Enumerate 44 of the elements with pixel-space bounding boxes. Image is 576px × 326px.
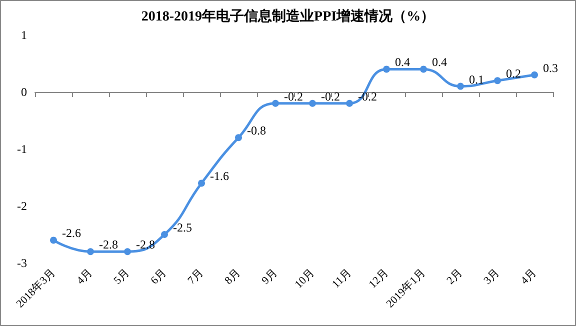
- y-tick-label: 0: [21, 85, 27, 99]
- point: [457, 82, 464, 90]
- point: [161, 231, 168, 238]
- y-tick-label: -1: [17, 142, 27, 156]
- point: [124, 248, 131, 256]
- data-label: -0.2: [284, 89, 303, 104]
- x-tick-label: 10月: [292, 266, 317, 291]
- data-label: 0.4: [395, 55, 410, 70]
- x-tick-label: 4月: [74, 266, 95, 287]
- y-tick-label: 1: [21, 28, 27, 42]
- x-tick-label: 7月: [186, 266, 206, 287]
- data-label: -1.6: [210, 169, 229, 184]
- data-label: -2.8: [99, 238, 118, 252]
- point: [420, 66, 427, 73]
- x-tick-label: 5月: [112, 266, 132, 287]
- x-tick-label: 4月: [518, 266, 539, 287]
- y-tick-label: -3: [17, 256, 27, 270]
- point: [87, 248, 94, 256]
- point: [309, 100, 316, 107]
- data-label: -2.5: [173, 220, 192, 234]
- data-label: -0.2: [321, 89, 340, 104]
- x-tick-label: 9月: [260, 266, 280, 287]
- chart-title: 2018-2019年电子信息制造业PPI增速情况（%）: [141, 8, 435, 24]
- data-label: 0.2: [506, 66, 521, 81]
- point: [346, 100, 353, 107]
- x-tick-label: 11月: [330, 266, 354, 290]
- data-label: 0.4: [432, 55, 447, 70]
- point: [494, 77, 501, 84]
- x-tick-label: 2月: [444, 266, 465, 287]
- data-label: -2.6: [62, 226, 81, 240]
- data-label: 0.3: [543, 60, 558, 75]
- point: [198, 180, 205, 187]
- x-tick-label: 6月: [148, 266, 169, 287]
- y-tick-label: -2: [17, 199, 27, 213]
- x-tick-label: 8月: [222, 266, 243, 287]
- point: [50, 236, 57, 244]
- point: [531, 71, 538, 78]
- point: [235, 134, 242, 142]
- data-label: 0.1: [469, 72, 484, 86]
- data-label: -0.8: [247, 124, 266, 138]
- point: [383, 66, 390, 73]
- x-tick-label: 12月: [366, 266, 391, 291]
- point: [272, 100, 279, 107]
- x-tick-label: 3月: [482, 266, 502, 287]
